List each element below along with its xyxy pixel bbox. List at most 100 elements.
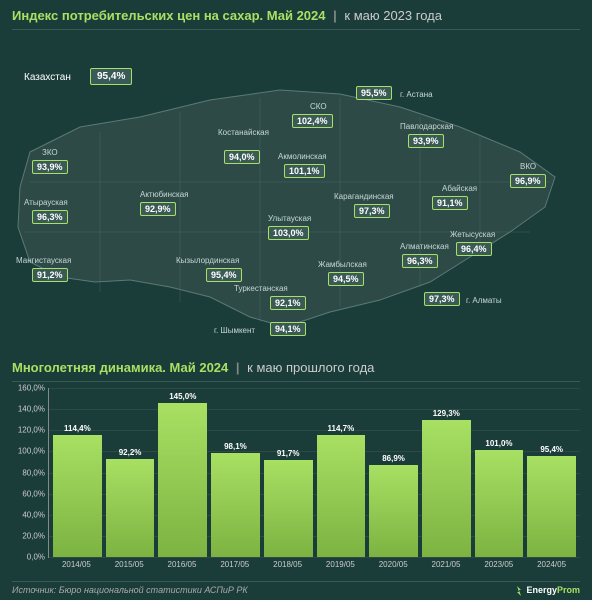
region-label: Туркестанская <box>234 284 288 293</box>
bar <box>317 435 366 557</box>
bar-value-label: 114,7% <box>328 424 355 433</box>
chart-section: 0,0% 20,0% 40,0% 60,0% 80,0% 100,0% 120,0% 140,… <box>0 384 592 594</box>
bar-value-label: 98,1% <box>224 442 247 451</box>
chart-title: Многолетняя динамика. Май 2024 <box>12 360 228 375</box>
region-label: Актюбинская <box>140 190 189 199</box>
bar <box>422 420 471 557</box>
region-value: 92,1% <box>270 296 306 310</box>
bar-wrap: 145,0% <box>158 392 207 557</box>
bar <box>475 450 524 557</box>
source-text: Источник: Бюро национальной статистики А… <box>12 585 248 596</box>
y-tick: 0,0% <box>13 553 45 562</box>
x-axis: 2014/05 2015/05 2016/052017/05 2018/05 2019/… <box>48 558 580 569</box>
region-label: ВКО <box>520 162 536 171</box>
x-label: 2016/05 <box>158 560 207 569</box>
y-tick: 120,0% <box>13 426 45 435</box>
region-label: г. Шымкент <box>214 326 255 335</box>
footer: Источник: Бюро национальной статистики А… <box>12 581 580 596</box>
region-value: 91,1% <box>432 196 468 210</box>
bar <box>211 453 260 557</box>
bar <box>527 456 576 557</box>
region-label: Павлодарская <box>400 122 453 131</box>
region-label: Костанайская <box>218 128 269 137</box>
y-tick: 60,0% <box>13 489 45 498</box>
y-tick: 80,0% <box>13 468 45 477</box>
region-value: 94,0% <box>224 150 260 164</box>
x-label: 2017/05 <box>210 560 259 569</box>
region-label: Мангистауская <box>16 256 71 265</box>
region-value: 95,5% <box>356 86 392 100</box>
bar-wrap: 129,3% <box>422 409 471 557</box>
bar-wrap: 114,4% <box>53 424 102 557</box>
region-value: 96,3% <box>402 254 438 268</box>
region-value: 94,1% <box>270 322 306 336</box>
x-label: 2018/05 <box>263 560 312 569</box>
region-value: 92,9% <box>140 202 176 216</box>
chart-area: 0,0%20,0%40,0%60,0%80,0%100,0%120,0%140,… <box>48 388 580 558</box>
region-label: Атырауская <box>24 198 68 207</box>
bars: 114,4% 92,2% 145,0% 98,1% 91,7% 114,7% 86,9% 12… <box>49 388 580 557</box>
bar-wrap: 92,2% <box>106 448 155 557</box>
region-value: 103,0% <box>268 226 309 240</box>
x-label: 2019/05 <box>316 560 365 569</box>
bar <box>106 459 155 557</box>
bar-wrap: 114,7% <box>317 424 366 557</box>
region-value: 93,9% <box>32 160 68 174</box>
y-tick: 20,0% <box>13 531 45 540</box>
region-value: 96,3% <box>32 210 68 224</box>
map-title: Индекс потребительских цен на сахар. Май… <box>12 8 326 23</box>
map-section: Казахстан 95,4% ЗКО 93,9% Атырауская 96,3% М… <box>0 32 592 352</box>
y-tick: 40,0% <box>13 510 45 519</box>
national-label: Казахстан <box>24 72 71 83</box>
bar <box>158 403 207 557</box>
region-value: 97,3% <box>424 292 460 306</box>
bar <box>369 465 418 557</box>
chart-header: Многолетняя динамика. Май 2024 | к маю п… <box>0 352 592 379</box>
bar-wrap: 86,9% <box>369 454 418 557</box>
y-tick: 160,0% <box>13 384 45 393</box>
region-value: 95,4% <box>206 268 242 282</box>
bar-value-label: 92,2% <box>119 448 142 457</box>
bar-value-label: 101,0% <box>485 439 512 448</box>
region-label: СКО <box>310 102 327 111</box>
region-label: г. Астана <box>400 90 433 99</box>
region-value: 96,4% <box>456 242 492 256</box>
brand-logo: EnergyProm <box>514 585 580 596</box>
national-value: 95,4% <box>90 68 132 85</box>
y-tick: 100,0% <box>13 447 45 456</box>
x-label: 2014/05 <box>52 560 101 569</box>
bar <box>264 460 313 557</box>
bar-value-label: 145,0% <box>169 392 196 401</box>
bar-value-label: 95,4% <box>540 445 563 454</box>
x-label: 2023/05 <box>474 560 523 569</box>
x-label: 2024/05 <box>527 560 576 569</box>
region-label: Абайская <box>442 184 477 193</box>
region-label: г. Алматы <box>466 296 502 305</box>
region-label: Акмолинская <box>278 152 327 161</box>
bar-value-label: 129,3% <box>433 409 460 418</box>
region-value: 91,2% <box>32 268 68 282</box>
bar-value-label: 91,7% <box>277 449 300 458</box>
bar-wrap: 101,0% <box>475 439 524 557</box>
region-label: ЗКО <box>42 148 58 157</box>
map-subtitle: к маю 2023 года <box>344 8 442 23</box>
bar-wrap: 98,1% <box>211 442 260 557</box>
bar-wrap: 95,4% <box>527 445 576 557</box>
region-value: 102,4% <box>292 114 333 128</box>
region-value: 97,3% <box>354 204 390 218</box>
region-value: 94,5% <box>328 272 364 286</box>
region-label: Кызылординская <box>176 256 239 265</box>
bar-value-label: 86,9% <box>382 454 405 463</box>
region-label: Улытауская <box>268 214 311 223</box>
region-label: Жетысуская <box>450 230 495 239</box>
x-label: 2015/05 <box>105 560 154 569</box>
region-value: 101,1% <box>284 164 325 178</box>
region-label: Жамбылская <box>318 260 367 269</box>
region-value: 93,9% <box>408 134 444 148</box>
region-label: Карагандинская <box>334 192 394 201</box>
x-label: 2020/05 <box>369 560 418 569</box>
region-value: 96,9% <box>510 174 546 188</box>
y-tick: 140,0% <box>13 405 45 414</box>
bar-value-label: 114,4% <box>64 424 91 433</box>
x-label: 2021/05 <box>422 560 471 569</box>
